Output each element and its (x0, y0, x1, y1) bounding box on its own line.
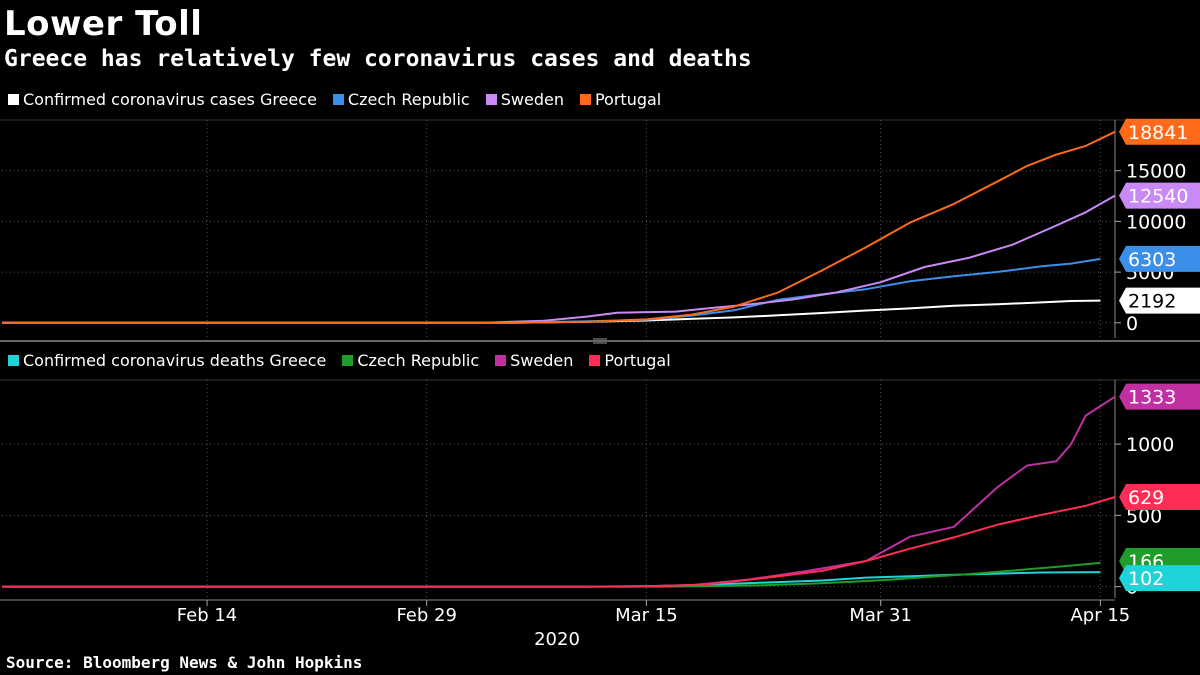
x-tick-label: Mar 15 (615, 605, 678, 626)
end-greece-deaths-label: 102 (1128, 568, 1164, 590)
legend-item-czech-cases: Czech Republic (332, 90, 470, 109)
legend-swatch-greece-deaths (8, 355, 19, 366)
series-line-sweden-deaths (2, 395, 1116, 588)
x-year-label: 2020 (534, 629, 580, 650)
end-czech-cases-label: 6303 (1128, 249, 1176, 271)
end-greece-cases-tag (1119, 287, 1200, 314)
end-sweden-cases-tag (1119, 182, 1200, 209)
legend-label-czech-deaths: Czech Republic (357, 351, 480, 370)
series-line-czech-cases (2, 257, 1101, 324)
end-portugal-cases-tag (1119, 118, 1200, 145)
y-tick-label-deaths: 1000 (1126, 434, 1174, 456)
series-line-portugal-cases (2, 130, 1116, 324)
y-tick-label-cases: 10000 (1126, 211, 1186, 233)
legend-label-greece-deaths: Confirmed coronavirus deaths Greece (23, 351, 327, 370)
x-tick-label: Apr 15 (1070, 605, 1130, 626)
x-tick-label: Mar 31 (849, 605, 912, 626)
cases-legend: Confirmed coronavirus cases Greece Czech… (8, 90, 661, 109)
legend-swatch-portugal-deaths (589, 355, 601, 366)
legend-label-greece-cases: Confirmed coronavirus cases Greece (23, 90, 317, 109)
end-portugal-deaths-label: 629 (1128, 487, 1164, 509)
end-sweden-deaths-label: 1333 (1128, 387, 1176, 409)
series-line-portugal-deaths (2, 496, 1116, 588)
source-note: Source: Bloomberg News & John Hopkins (6, 653, 363, 672)
legend-swatch-greece-cases (8, 94, 19, 105)
legend-label-portugal-cases: Portugal (594, 90, 662, 109)
end-czech-cases-tag (1119, 245, 1200, 272)
legend-swatch-sweden-cases (485, 94, 497, 105)
legend-swatch-czech-cases (332, 94, 344, 105)
end-sweden-cases-label: 12540 (1128, 186, 1188, 208)
series-line-sweden-cases (2, 194, 1116, 324)
end-portugal-deaths-tag (1119, 483, 1200, 510)
legend-label-portugal-deaths: Portugal (604, 351, 671, 370)
y-tick-label-cases: 0 (1126, 313, 1138, 335)
end-portugal-cases-label: 18841 (1128, 122, 1188, 144)
legend-item-sweden-deaths: Sweden (495, 351, 573, 370)
chart-title: Lower Toll (4, 4, 203, 44)
legend-item-greece-cases: Confirmed coronavirus cases Greece (8, 90, 317, 109)
series-line-czech-deaths (2, 561, 1101, 588)
legend-item-czech-deaths: Czech Republic (342, 351, 479, 370)
y-tick-label-cases: 15000 (1126, 161, 1186, 183)
deaths-legend: Confirmed coronavirus deaths Greece Czec… (8, 351, 671, 370)
x-tick-label: Feb 29 (396, 605, 457, 626)
legend-item-portugal-deaths: Portugal (589, 351, 671, 370)
chart-subtitle: Greece has relatively few coronavirus ca… (4, 46, 752, 72)
legend-swatch-czech-deaths (342, 355, 354, 366)
legend-item-greece-deaths: Confirmed coronavirus deaths Greece (8, 351, 326, 370)
legend-item-portugal-cases: Portugal (579, 90, 662, 109)
series-line-greece-deaths (2, 571, 1101, 588)
end-greece-cases-label: 2192 (1128, 291, 1176, 313)
legend-label-sweden-cases: Sweden (500, 90, 564, 109)
legend-swatch-portugal-cases (579, 94, 591, 105)
end-greece-deaths-tag (1119, 565, 1200, 592)
legend-item-sweden-cases: Sweden (485, 90, 564, 109)
legend-label-sweden-deaths: Sweden (510, 351, 574, 370)
x-tick-label: Feb 14 (177, 605, 238, 626)
y-tick-label-deaths: 500 (1126, 505, 1162, 527)
end-sweden-deaths-tag (1119, 383, 1200, 410)
legend-swatch-sweden-deaths (495, 355, 507, 366)
legend-label-czech-cases: Czech Republic (347, 90, 470, 109)
